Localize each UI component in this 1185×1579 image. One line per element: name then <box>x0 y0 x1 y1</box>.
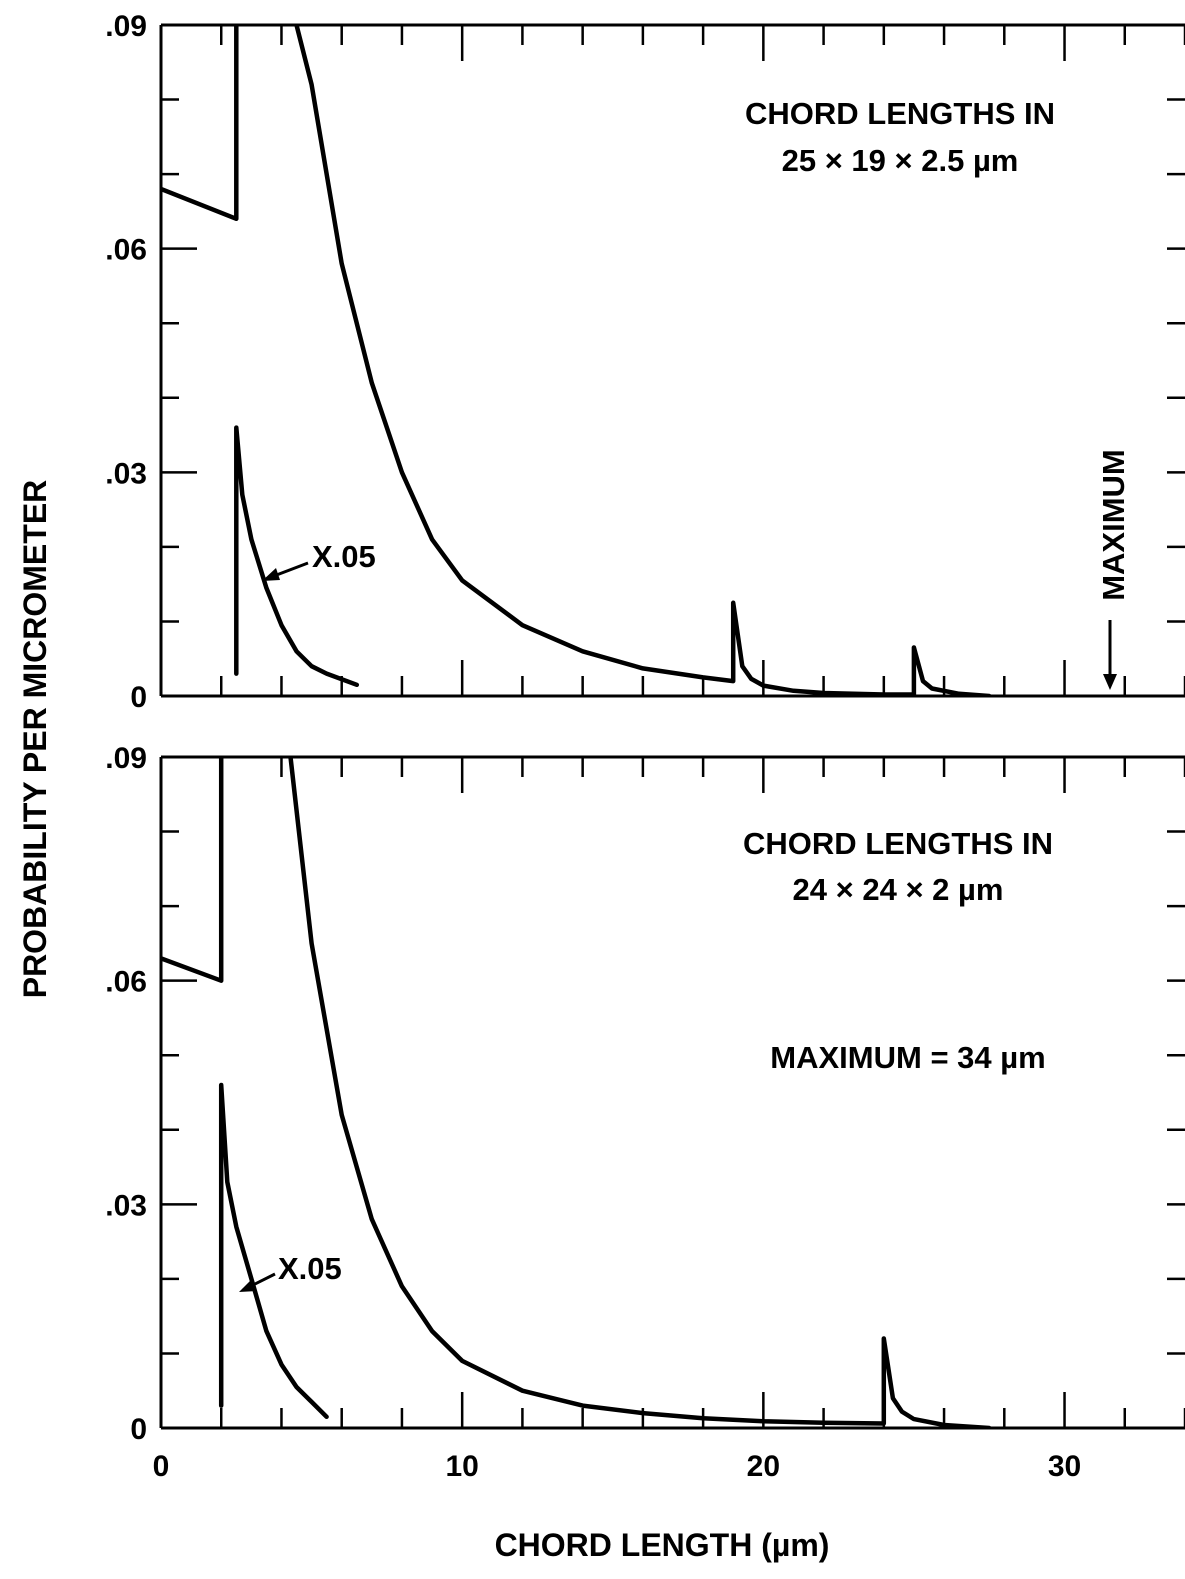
panel-bottom-series <box>161 757 992 1428</box>
x-axis-title: CHORD LENGTH (µm) <box>495 1527 830 1563</box>
panel-top-frame <box>159 23 1185 698</box>
panel-bottom-scaled-curve <box>218 1082 329 1420</box>
panel-bottom-x-tick-label: 0 <box>153 1450 170 1483</box>
panel-bottom-main-curve <box>161 757 992 1428</box>
panel-top: .09 .06 .03 0 CHORD LENGTHS IN 25 × 19 × 2.… <box>105 10 1185 714</box>
panel-top-maximum-arrowhead <box>1103 674 1117 690</box>
panel-top-scaled-curve <box>234 425 360 688</box>
panel-top-annotation-line2: 25 × 19 × 2.5 µm <box>782 143 1019 178</box>
panel-top-y-tick-label: 0 <box>130 681 147 714</box>
panel-bottom-x-tick-label: 20 <box>747 1450 780 1483</box>
panel-bottom-y-tick-label: .06 <box>105 966 147 999</box>
panel-bottom-ticks: .09 .06 .03 00 10 20 30 <box>105 742 1185 1483</box>
panel-top-annotation-line1: CHORD LENGTHS IN <box>745 96 1055 131</box>
panel-bottom-y-tick-label: .03 <box>105 1189 147 1222</box>
panel-top-maximum-label: MAXIMUM <box>1096 449 1131 601</box>
panel-bottom-x-tick-label: 30 <box>1048 1450 1081 1483</box>
panel-bottom-y-tick-label: 0 <box>130 1413 147 1446</box>
panel-top-ticks: .09 .06 .03 0 <box>105 10 1185 714</box>
y-axis-title: PROBABILITY PER MICROMETER <box>17 480 53 999</box>
panel-top-y-tick-label: .09 <box>105 10 147 43</box>
panel-bottom-annotation-line2: 24 × 24 × 2 µm <box>793 872 1004 907</box>
panel-top-y-tick-label: .06 <box>105 234 147 267</box>
panel-bottom-maximum-label: MAXIMUM = 34 µm <box>770 1040 1045 1075</box>
panel-bottom-x-tick-label: 10 <box>445 1450 478 1483</box>
panel-top-scale-label: X.05 <box>312 539 376 574</box>
panel-top-series <box>161 25 992 696</box>
panel-bottom-annotation-line1: CHORD LENGTHS IN <box>743 826 1053 861</box>
panel-bottom-scale-arrowhead <box>239 1279 257 1292</box>
panel-bottom-y-tick-label: .09 <box>105 742 147 775</box>
panel-top-main-curve <box>161 25 992 696</box>
panel-bottom-frame <box>159 755 1185 1430</box>
panel-bottom: .09 .06 .03 00 10 20 30 CHORD LENGTHS IN 24 × … <box>105 742 1185 1483</box>
panel-top-y-tick-label: .03 <box>105 457 147 490</box>
panel-bottom-scale-label: X.05 <box>278 1251 342 1286</box>
panel-top-scale-arrowhead <box>262 568 280 581</box>
